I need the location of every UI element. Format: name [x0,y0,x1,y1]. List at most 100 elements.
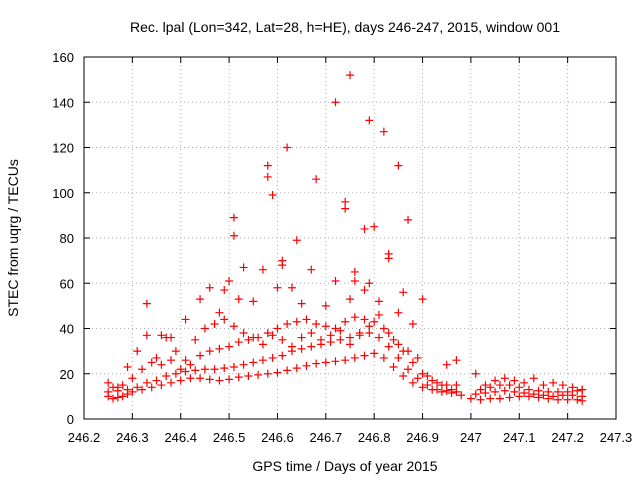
data-point [379,353,388,362]
data-point [375,310,384,319]
data-point [225,342,234,351]
data-point [268,191,277,200]
data-point [234,373,243,382]
data-point [220,286,229,295]
x-tick-label: 246.2 [68,430,101,445]
data-point [142,378,151,387]
data-point [167,356,176,365]
data-point [142,331,151,340]
data-point [495,381,504,390]
data-point [331,276,340,285]
data-point [152,376,161,385]
data-point [563,395,572,404]
data-point [481,388,490,397]
data-point [379,127,388,136]
data-point [109,394,118,403]
data-point [181,315,190,324]
data-point [510,376,519,385]
data-point [558,381,567,390]
data-point [263,161,272,170]
data-point [326,338,335,347]
data-point [520,388,529,397]
data-point [442,381,451,390]
data-point [249,358,258,367]
data-point [220,315,229,324]
data-point [268,331,277,340]
data-point [181,367,190,376]
data-point [157,360,166,369]
data-point [331,98,340,107]
data-point [394,161,403,170]
data-point [408,358,417,367]
data-point [167,333,176,342]
data-point [350,267,359,276]
data-point [389,335,398,344]
data-point [341,317,350,326]
data-point [500,386,509,395]
x-axis-label: GPS time / Days of year 2015 [252,458,437,474]
data-point [123,385,132,394]
data-point [544,394,553,403]
data-point [152,353,161,362]
data-point [553,387,562,396]
y-tick-label: 20 [60,367,74,382]
data-point [375,297,384,306]
data-point [283,143,292,152]
data-point [249,297,258,306]
data-point [287,283,296,292]
data-point [278,351,287,360]
data-point [171,369,180,378]
axis-ticks: 246.2 246.3 246.4 246.5 246.6 246.7 246.8 246.9… [52,50,632,445]
data-point [147,358,156,367]
data-point [258,265,267,274]
data-point [442,360,451,369]
data-point [316,335,325,344]
grid [84,57,616,419]
data-point [302,361,311,370]
data-point [171,347,180,356]
data-point [321,322,330,331]
data-point [273,283,282,292]
data-point [278,335,287,344]
data-point [394,340,403,349]
x-tick-label: 246.4 [164,430,197,445]
data-point [510,387,519,396]
x-tick-label: 246.9 [406,430,439,445]
y-tick-label: 40 [60,322,74,337]
data-point [104,387,113,396]
data-point [360,224,369,233]
data-point [167,378,176,387]
data-point [181,356,190,365]
x-tick-label: 247.2 [551,430,584,445]
data-point [278,261,287,270]
data-point [413,374,422,383]
data-point [142,299,151,308]
data-point [360,315,369,324]
y-axis-label: STEC from uqrg / TECUs [5,159,21,317]
data-point [191,366,200,375]
data-point [408,378,417,387]
data-point [234,295,243,304]
data-point [263,369,272,378]
data-point [225,276,234,285]
data-point [529,374,538,383]
data-point [244,372,253,381]
data-point [138,385,147,394]
data-point [394,308,403,317]
data-point [273,324,282,333]
data-point [307,265,316,274]
data-point [370,222,379,231]
data-point [384,254,393,263]
data-point [389,362,398,371]
data-point [549,392,558,401]
data-point [505,381,514,390]
data-point [437,387,446,396]
data-point [452,381,461,390]
data-point [365,116,374,125]
data-point [529,390,538,399]
y-tick-label: 140 [52,95,74,110]
data-point [346,340,354,349]
data-point [350,313,359,322]
data-point [331,324,340,333]
data-point [229,231,238,240]
